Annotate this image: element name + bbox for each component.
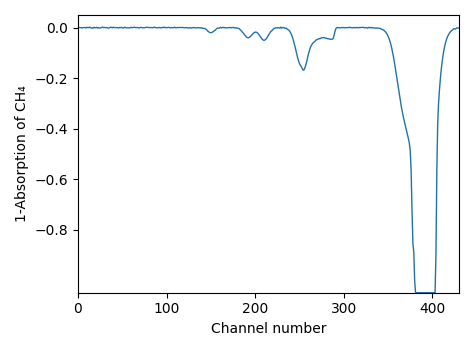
X-axis label: Channel number: Channel number [211, 322, 326, 336]
Y-axis label: 1-Absorption of CH₄: 1-Absorption of CH₄ [15, 86, 29, 222]
